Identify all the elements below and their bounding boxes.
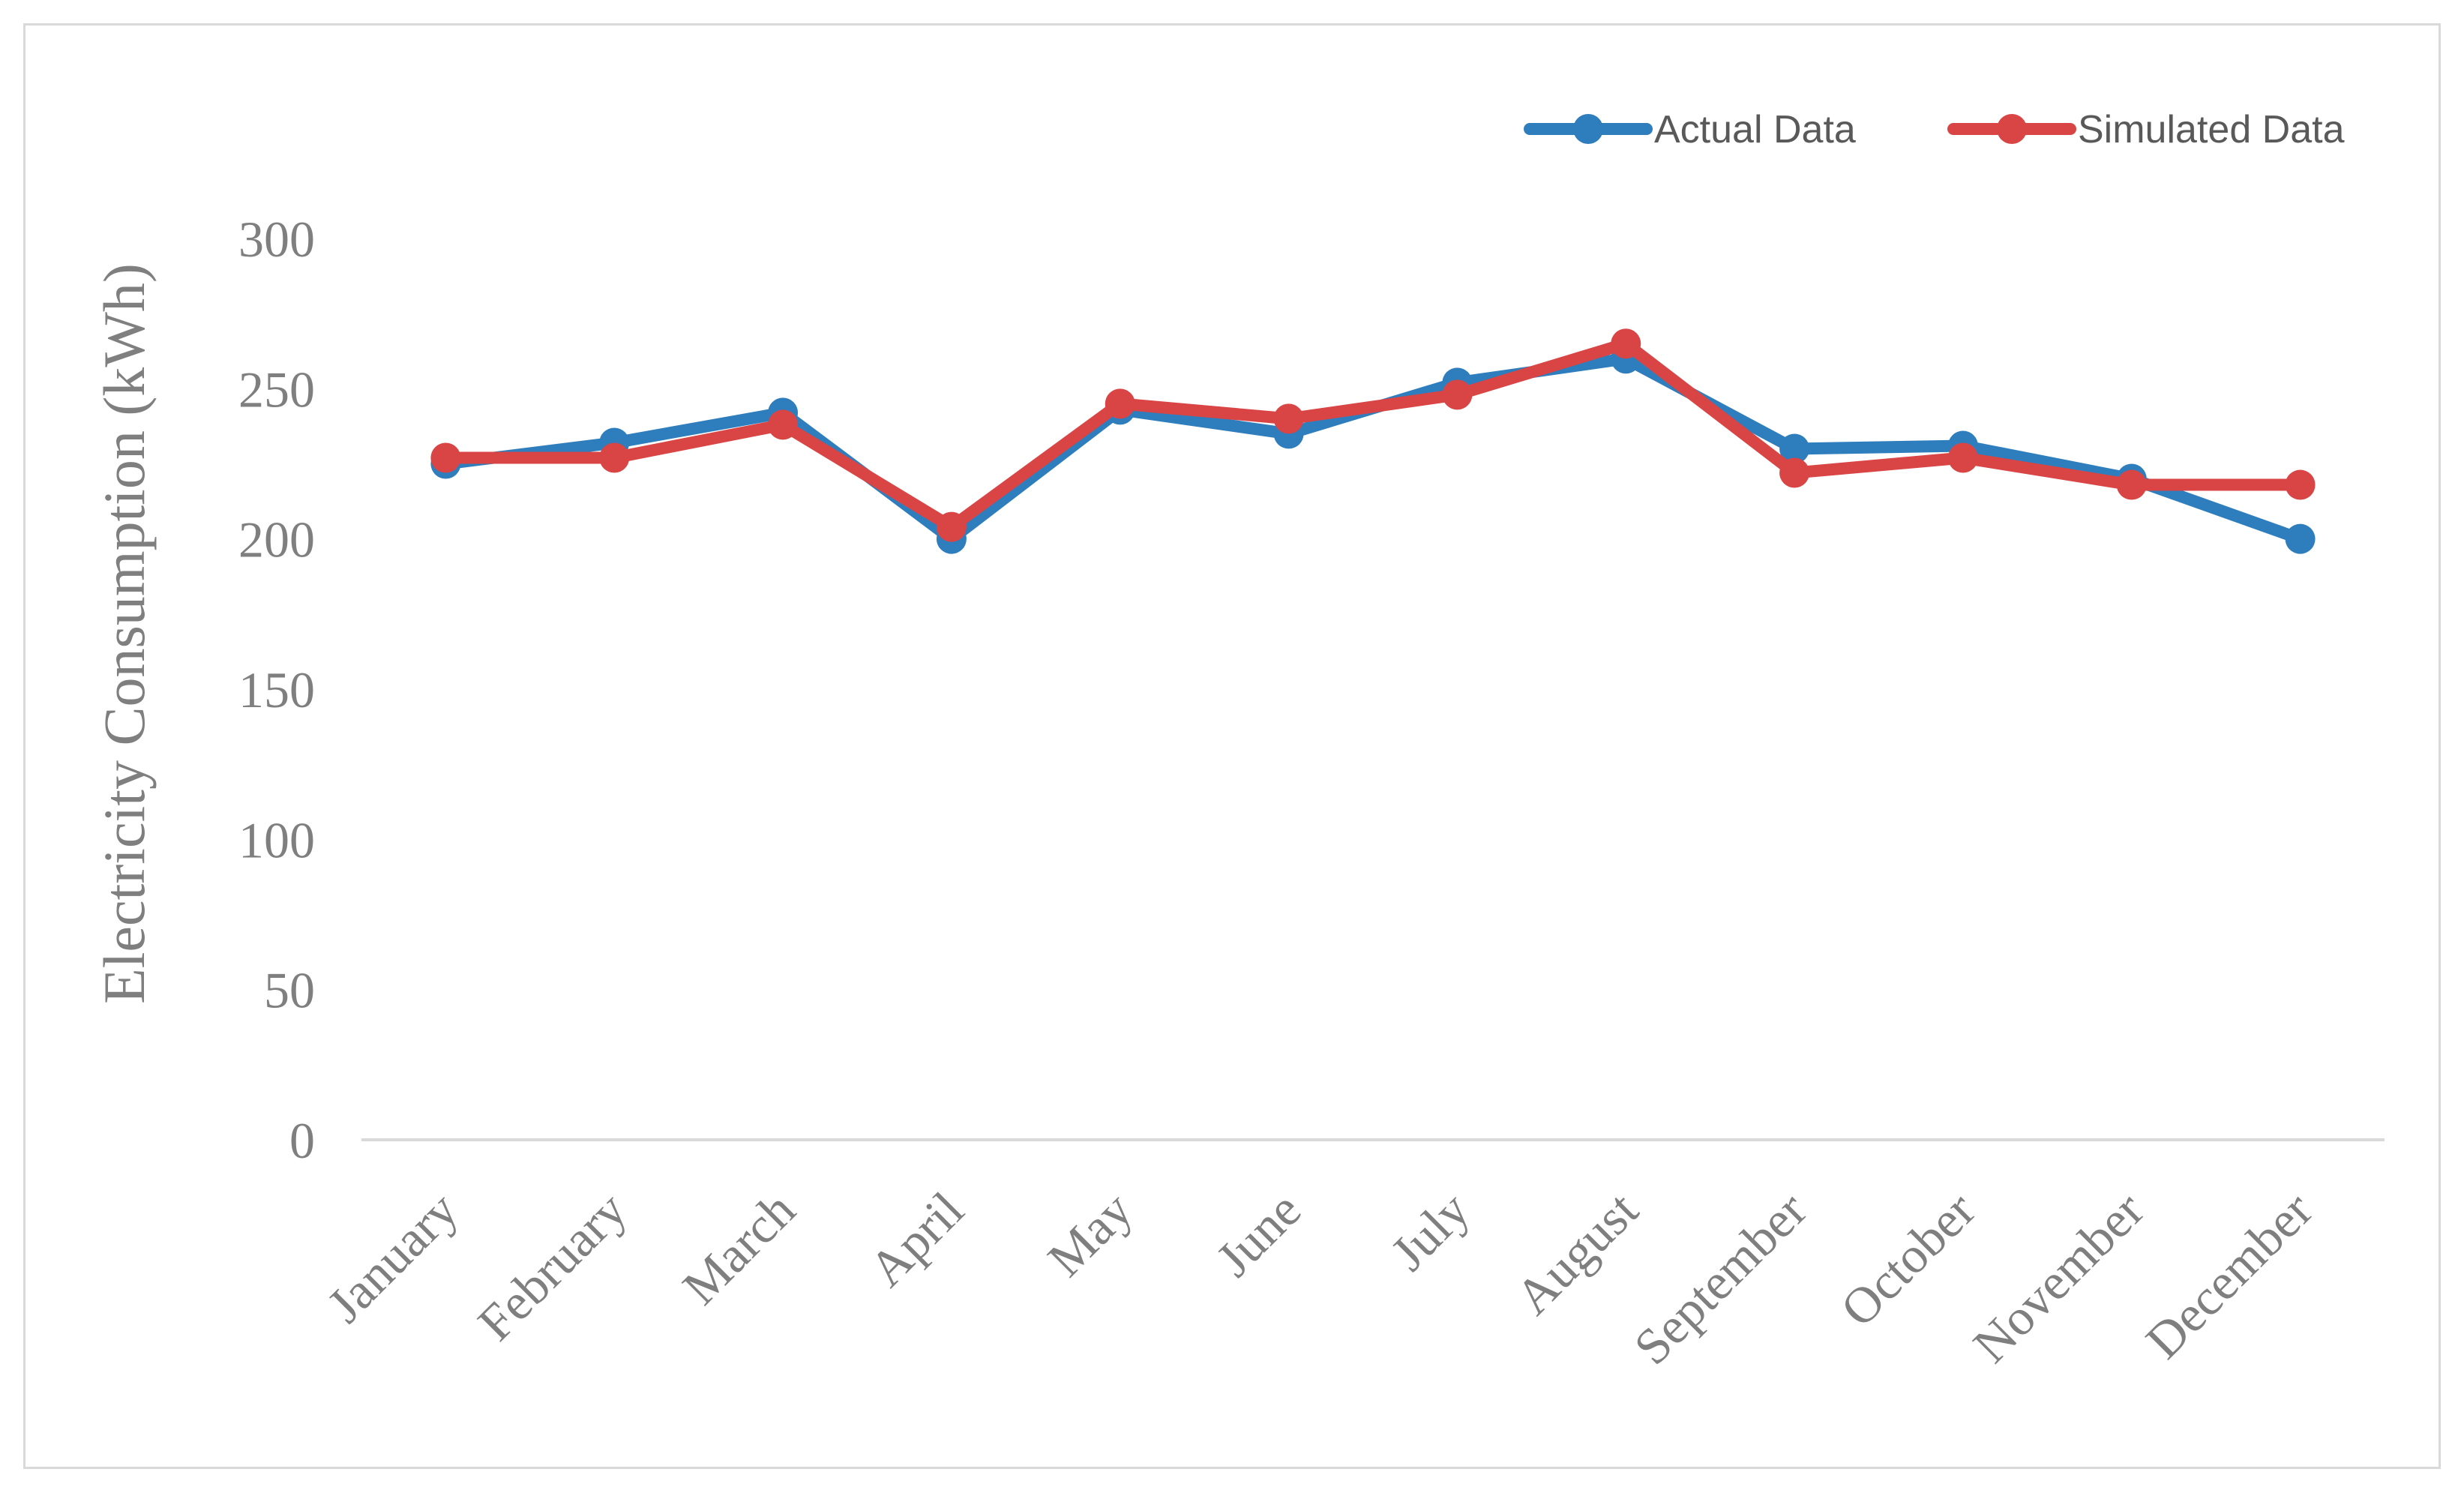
y-tick-label: 150 xyxy=(238,661,315,718)
data-point xyxy=(1779,433,1810,464)
x-tick-label: July xyxy=(1380,1181,1480,1282)
data-point xyxy=(1611,328,1641,359)
x-tick-label: March xyxy=(671,1181,805,1315)
data-point xyxy=(2116,469,2147,500)
x-tick-label: October xyxy=(1830,1181,1986,1338)
data-point xyxy=(599,442,630,473)
x-tick-label: November xyxy=(1962,1181,2155,1374)
data-point xyxy=(1779,457,1810,488)
x-tick-label: December xyxy=(2135,1181,2324,1370)
y-tick-label: 0 xyxy=(289,1112,315,1169)
data-point xyxy=(1947,442,1978,473)
data-point xyxy=(1442,379,1473,410)
data-point xyxy=(768,409,799,440)
legend-label: Simulated Data xyxy=(2078,108,2345,151)
legend-marker xyxy=(1997,114,2027,144)
x-tick-label: August xyxy=(1504,1181,1649,1326)
x-tick-label: February xyxy=(467,1181,637,1351)
data-point xyxy=(2285,523,2316,554)
x-tick-label: April xyxy=(858,1181,974,1297)
y-tick-label: 250 xyxy=(238,361,315,418)
series-layer xyxy=(430,328,2316,554)
x-tick-label: January xyxy=(316,1181,469,1333)
legend-item: Actual Data xyxy=(1524,108,1856,151)
data-point xyxy=(430,442,461,473)
y-tick-labels: 0 50 100 150 200 250 300 xyxy=(238,211,315,1169)
series-simulated-data xyxy=(430,328,2316,542)
x-tick-label: September xyxy=(1623,1181,1818,1376)
data-point xyxy=(1105,388,1135,419)
y-tick-label: 200 xyxy=(238,511,315,568)
series-actual-data xyxy=(430,343,2316,554)
y-tick-label: 300 xyxy=(238,211,315,268)
x-tick-label: June xyxy=(1205,1181,1311,1288)
legend: Actual Data Simulated Data xyxy=(1524,108,2345,151)
series-line xyxy=(439,337,2307,533)
legend-label: Actual Data xyxy=(1654,108,1856,151)
y-tick-label: 100 xyxy=(238,811,315,868)
data-point xyxy=(936,511,967,542)
chart-frame xyxy=(23,23,2441,1469)
y-tick-label: 50 xyxy=(264,962,315,1019)
data-point xyxy=(2285,469,2316,500)
series-line xyxy=(439,352,2307,545)
y-axis-label: Electricity Consumption (kWh) xyxy=(91,263,157,1004)
x-tick-label: May xyxy=(1036,1181,1143,1288)
legend-marker xyxy=(1573,114,1603,144)
legend-item: Simulated Data xyxy=(1947,108,2345,151)
data-point xyxy=(1273,403,1304,434)
